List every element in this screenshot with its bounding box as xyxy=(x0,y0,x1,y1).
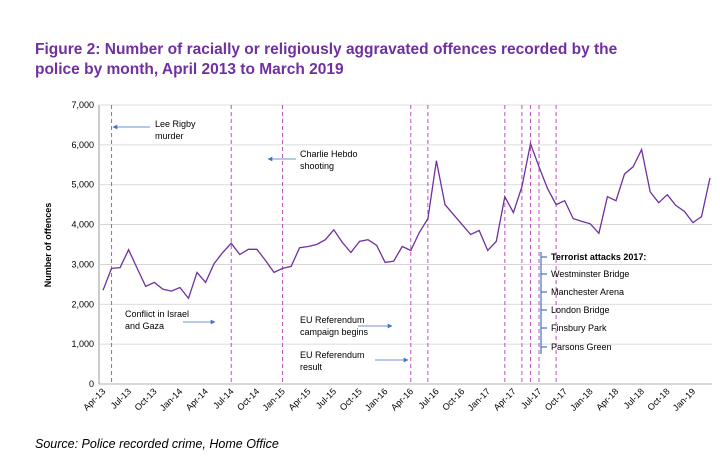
x-tick-label: Jan-14 xyxy=(158,386,185,413)
annotation: result xyxy=(300,362,323,372)
x-tick-label: Jul-15 xyxy=(314,386,338,410)
annotation: murder xyxy=(155,131,184,141)
x-tick-label: Oct-13 xyxy=(133,386,159,412)
attack-item: Parsons Green xyxy=(551,342,612,352)
x-tick-label: Apr-18 xyxy=(594,386,620,412)
source: Source: Police recorded crime, Home Offi… xyxy=(35,437,279,451)
x-tick-label: Apr-15 xyxy=(286,386,312,412)
y-tick-label: 1,000 xyxy=(71,339,94,349)
x-tick-label: Jan-19 xyxy=(671,386,698,413)
x-tick-label: Oct-14 xyxy=(235,386,261,412)
x-tick-label: Jul-17 xyxy=(519,386,543,410)
x-tick-label: Oct-18 xyxy=(645,386,671,412)
y-tick-label: 6,000 xyxy=(71,140,94,150)
annotation: EU Referendum xyxy=(300,350,365,360)
x-tick-label: Oct-17 xyxy=(543,386,569,412)
chart-title: Figure 2: Number of racially or religiou… xyxy=(35,41,618,58)
annotation: shooting xyxy=(300,161,334,171)
y-tick-label: 5,000 xyxy=(71,180,94,190)
x-tick-label: Oct-15 xyxy=(338,386,364,412)
annotation: campaign begins xyxy=(300,327,369,337)
x-tick-label: Jul-14 xyxy=(211,386,235,410)
annotation: Conflict in Israel xyxy=(125,309,189,319)
attack-item: Manchester Arena xyxy=(551,287,624,297)
x-tick-label: Apr-14 xyxy=(184,386,210,412)
y-tick-label: 3,000 xyxy=(71,259,94,269)
x-tick-label: Jul-13 xyxy=(109,386,133,410)
annotation: EU Referendum xyxy=(300,315,365,325)
x-tick-label: Jul-18 xyxy=(622,386,646,410)
y-tick-label: 0 xyxy=(89,379,94,389)
attacks-heading: Terrorist attacks 2017: xyxy=(551,252,646,262)
annotation: Charlie Hebdo xyxy=(300,149,358,159)
x-tick-label: Jan-15 xyxy=(260,386,287,413)
annotation: Lee Rigby xyxy=(155,119,196,129)
attack-item: London Bridge xyxy=(551,305,610,315)
x-tick-label: Apr-16 xyxy=(389,386,415,412)
y-tick-label: 2,000 xyxy=(71,299,94,309)
x-tick-label: Jan-16 xyxy=(363,386,390,413)
x-tick-label: Apr-13 xyxy=(81,386,107,412)
annotation: and Gaza xyxy=(125,321,164,331)
attack-item: Finsbury Park xyxy=(551,323,607,333)
chart-title: police by month, April 2013 to March 201… xyxy=(35,61,344,78)
x-tick-label: Oct-16 xyxy=(440,386,466,412)
y-tick-label: 7,000 xyxy=(71,100,94,110)
y-tick-label: 4,000 xyxy=(71,220,94,230)
x-tick-label: Jan-17 xyxy=(466,386,493,413)
data-line xyxy=(102,141,711,300)
x-tick-label: Apr-17 xyxy=(492,386,518,412)
x-tick-label: Jul-16 xyxy=(416,386,440,410)
x-tick-label: Jan-18 xyxy=(568,386,595,413)
attack-item: Westminster Bridge xyxy=(551,269,629,279)
y-axis-label: Number of offences xyxy=(43,203,53,288)
